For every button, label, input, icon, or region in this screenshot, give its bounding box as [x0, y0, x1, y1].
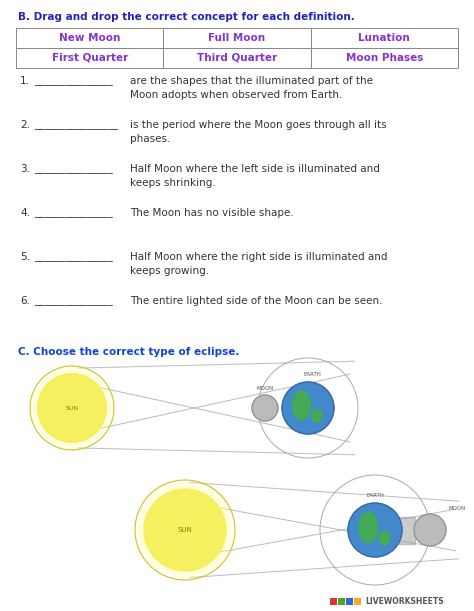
Text: B. Drag and drop the correct concept for each definition.: B. Drag and drop the correct concept for…	[18, 12, 355, 22]
Text: Half Moon where the left side is illuminated and
keeps shrinking.: Half Moon where the left side is illumin…	[130, 164, 380, 188]
Bar	[338, 598, 345, 605]
Text: Third Quarter: Third Quarter	[197, 53, 277, 63]
Text: 3.: 3.	[20, 164, 30, 174]
Text: _______________: _______________	[34, 76, 113, 86]
Text: SUN: SUN	[178, 527, 192, 533]
Ellipse shape	[312, 409, 322, 422]
Text: 5.: 5.	[20, 252, 30, 262]
Bar	[16, 28, 164, 48]
Ellipse shape	[379, 532, 390, 545]
Ellipse shape	[359, 513, 378, 542]
Text: 4.: 4.	[20, 208, 30, 218]
Circle shape	[252, 395, 278, 421]
Bar	[164, 48, 310, 68]
Text: LIVEWORKSHEETS: LIVEWORKSHEETS	[365, 597, 444, 606]
Text: MOON: MOON	[256, 386, 273, 391]
Text: 1.: 1.	[20, 76, 30, 86]
Bar	[330, 598, 337, 605]
Text: SUN: SUN	[65, 406, 79, 411]
Text: EARTH: EARTH	[303, 372, 321, 377]
Text: C. Choose the correct type of eclipse.: C. Choose the correct type of eclipse.	[18, 347, 239, 357]
Bar	[310, 48, 458, 68]
Text: is the period where the Moon goes through all its
phases.: is the period where the Moon goes throug…	[130, 120, 387, 144]
Text: _______________: _______________	[34, 208, 113, 218]
Circle shape	[135, 480, 235, 580]
Circle shape	[144, 489, 226, 571]
Text: 6.: 6.	[20, 296, 30, 306]
Text: MOON: MOON	[449, 506, 466, 511]
Text: 2.: 2.	[20, 120, 30, 130]
Text: EARTH: EARTH	[366, 493, 384, 498]
Circle shape	[414, 514, 446, 546]
Circle shape	[282, 382, 334, 434]
Bar	[310, 28, 458, 48]
Circle shape	[147, 492, 222, 568]
Circle shape	[30, 366, 114, 450]
Text: Full Moon: Full Moon	[209, 33, 265, 43]
Text: Half Moon where the right side is illuminated and
keeps growing.: Half Moon where the right side is illumi…	[130, 252, 388, 276]
Text: ________________: ________________	[34, 120, 118, 130]
Text: New Moon: New Moon	[59, 33, 120, 43]
Text: are the shapes that the illuminated part of the
Moon adopts when observed from E: are the shapes that the illuminated part…	[130, 76, 373, 100]
Circle shape	[348, 503, 402, 557]
Bar	[16, 48, 164, 68]
Text: _______________: _______________	[34, 252, 113, 262]
Circle shape	[40, 376, 103, 439]
Bar	[354, 598, 361, 605]
Ellipse shape	[292, 391, 310, 420]
Circle shape	[34, 370, 110, 446]
Text: First Quarter: First Quarter	[52, 53, 128, 63]
Circle shape	[140, 485, 230, 575]
Circle shape	[37, 373, 107, 442]
Text: _______________: _______________	[34, 296, 113, 306]
Text: Lunation: Lunation	[358, 33, 410, 43]
Bar	[346, 598, 353, 605]
Text: Moon Phases: Moon Phases	[346, 53, 423, 63]
Text: The entire lighted side of the Moon can be seen.: The entire lighted side of the Moon can …	[130, 296, 383, 306]
Text: _______________: _______________	[34, 164, 113, 174]
Bar	[391, 516, 415, 544]
Text: The Moon has no visible shape.: The Moon has no visible shape.	[130, 208, 294, 218]
Bar	[164, 28, 310, 48]
